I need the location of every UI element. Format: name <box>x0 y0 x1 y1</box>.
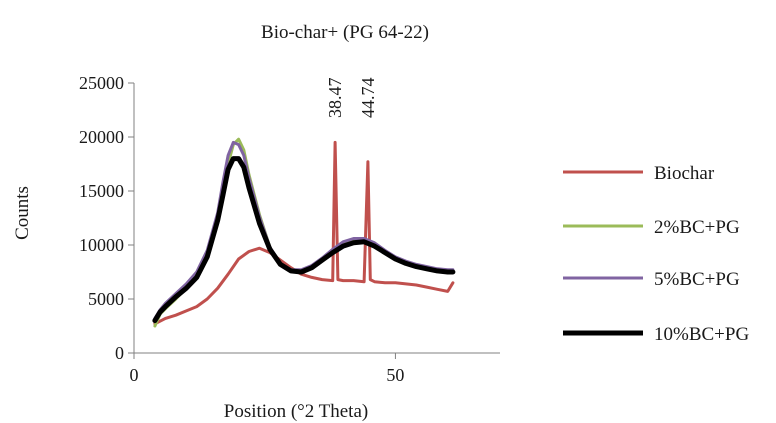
chart-title: Bio-char+ (PG 64-22) <box>261 22 429 43</box>
annotation-layer: 38.47 44.74 <box>325 78 378 119</box>
legend-label: 10%BC+PG <box>654 324 749 345</box>
y-tick-label: 20000 <box>79 127 124 147</box>
y-tick-label: 0 <box>115 343 124 363</box>
legend: Biochar 2%BC+PG 5%BC+PG 10%BC+PG <box>563 163 749 345</box>
y-tick-label: 25000 <box>79 73 124 93</box>
y-tick-label: 15000 <box>79 181 124 201</box>
peak-annotation: 44.74 <box>358 78 378 119</box>
y-tick-label: 5000 <box>88 289 124 309</box>
series-line-biochar <box>153 140 455 326</box>
series-line-5-bc-pg <box>153 140 455 320</box>
x-tick-label: 0 <box>130 365 139 385</box>
series-line-2-bc-pg <box>153 137 455 328</box>
legend-label: Biochar <box>654 163 715 184</box>
y-tick-label: 10000 <box>79 235 124 255</box>
x-tick-label: 50 <box>386 365 404 385</box>
plot-area: 0 5000 10000 15000 20000 25000 0 50 <box>79 73 500 385</box>
legend-label: 5%BC+PG <box>654 269 740 290</box>
series-line-10-bc-pg <box>152 156 456 324</box>
peak-annotation: 38.47 <box>325 78 345 119</box>
x-axis-label: Position (°2 Theta) <box>224 401 368 422</box>
legend-label: 2%BC+PG <box>654 217 740 238</box>
series-layer <box>152 137 456 328</box>
y-axis-label: Counts <box>12 186 33 240</box>
